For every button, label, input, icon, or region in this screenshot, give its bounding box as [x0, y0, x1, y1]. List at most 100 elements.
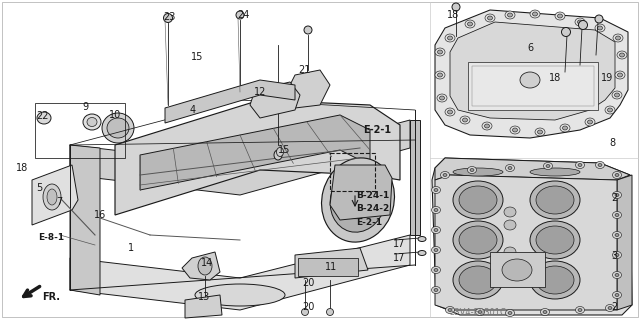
Ellipse shape	[535, 128, 545, 136]
Ellipse shape	[561, 27, 570, 36]
Ellipse shape	[605, 106, 615, 114]
Ellipse shape	[612, 271, 621, 278]
Ellipse shape	[618, 73, 623, 77]
Ellipse shape	[453, 221, 503, 259]
Ellipse shape	[615, 234, 619, 236]
Text: 20: 20	[302, 278, 314, 288]
Ellipse shape	[520, 72, 540, 88]
Ellipse shape	[614, 93, 620, 97]
Text: 18: 18	[549, 73, 561, 83]
Ellipse shape	[598, 26, 602, 30]
Ellipse shape	[87, 117, 97, 127]
Polygon shape	[435, 158, 630, 180]
Ellipse shape	[431, 266, 440, 273]
Ellipse shape	[453, 261, 503, 299]
Ellipse shape	[620, 53, 625, 57]
Ellipse shape	[598, 164, 602, 167]
Ellipse shape	[612, 191, 621, 198]
Bar	[298, 258, 358, 276]
Ellipse shape	[615, 194, 619, 197]
Bar	[35, 103, 125, 158]
Text: 2: 2	[611, 302, 617, 312]
Ellipse shape	[532, 12, 538, 16]
Ellipse shape	[83, 114, 101, 130]
Ellipse shape	[612, 211, 621, 219]
Ellipse shape	[595, 161, 605, 168]
Text: 2: 2	[611, 193, 617, 203]
Text: 18: 18	[447, 10, 460, 20]
Bar	[468, 62, 598, 110]
Text: 1: 1	[128, 243, 134, 253]
Text: B-24-1: B-24-1	[356, 191, 389, 200]
Text: B-24-2: B-24-2	[356, 204, 389, 213]
Ellipse shape	[445, 307, 454, 314]
Ellipse shape	[530, 168, 580, 176]
Ellipse shape	[543, 162, 552, 169]
Polygon shape	[617, 175, 632, 310]
Polygon shape	[432, 158, 632, 315]
Ellipse shape	[198, 257, 212, 275]
Ellipse shape	[578, 308, 582, 311]
Polygon shape	[32, 165, 78, 225]
Ellipse shape	[608, 307, 612, 309]
Text: 12: 12	[254, 87, 266, 97]
Ellipse shape	[506, 309, 515, 316]
Ellipse shape	[465, 20, 475, 28]
Ellipse shape	[440, 172, 449, 179]
Text: 17: 17	[393, 239, 405, 249]
Text: 15: 15	[278, 145, 291, 155]
Ellipse shape	[504, 207, 516, 217]
Ellipse shape	[577, 20, 582, 24]
Ellipse shape	[47, 189, 57, 205]
Ellipse shape	[434, 209, 438, 211]
Ellipse shape	[448, 308, 452, 311]
Text: 13: 13	[198, 292, 211, 302]
Polygon shape	[165, 80, 295, 123]
Ellipse shape	[612, 172, 621, 179]
Ellipse shape	[488, 16, 493, 20]
Ellipse shape	[578, 164, 582, 167]
Text: E-2-1: E-2-1	[363, 125, 391, 135]
Ellipse shape	[485, 14, 495, 22]
Ellipse shape	[615, 273, 619, 277]
Ellipse shape	[460, 116, 470, 124]
Text: 7: 7	[56, 197, 62, 207]
Text: E-2-1: E-2-1	[356, 218, 382, 227]
Ellipse shape	[431, 286, 440, 293]
Ellipse shape	[504, 220, 516, 230]
Text: 11: 11	[325, 262, 337, 272]
Ellipse shape	[557, 14, 563, 18]
Ellipse shape	[617, 51, 627, 59]
Ellipse shape	[447, 110, 452, 114]
Polygon shape	[330, 165, 392, 220]
Ellipse shape	[236, 11, 244, 19]
Text: 20: 20	[302, 302, 314, 312]
Ellipse shape	[595, 24, 605, 32]
Text: 8: 8	[609, 138, 615, 148]
Text: 9: 9	[82, 102, 88, 112]
Ellipse shape	[470, 168, 474, 172]
Ellipse shape	[447, 36, 452, 40]
Text: 14: 14	[201, 258, 213, 268]
Text: 17: 17	[393, 253, 405, 263]
Ellipse shape	[555, 12, 565, 20]
Ellipse shape	[595, 15, 603, 23]
Ellipse shape	[513, 128, 518, 132]
Text: 5: 5	[36, 183, 42, 193]
Ellipse shape	[326, 308, 333, 315]
Polygon shape	[140, 115, 370, 190]
Text: 22: 22	[36, 111, 49, 121]
Ellipse shape	[482, 122, 492, 130]
Text: 16: 16	[94, 210, 106, 220]
Ellipse shape	[505, 11, 515, 19]
Ellipse shape	[459, 226, 497, 254]
Ellipse shape	[330, 168, 386, 232]
Ellipse shape	[453, 181, 503, 219]
Polygon shape	[70, 235, 410, 310]
Polygon shape	[295, 248, 368, 278]
Ellipse shape	[543, 310, 547, 314]
Ellipse shape	[467, 167, 477, 174]
Text: S3V4-E0301C: S3V4-E0301C	[450, 308, 507, 317]
Ellipse shape	[615, 174, 619, 176]
Ellipse shape	[588, 120, 593, 124]
